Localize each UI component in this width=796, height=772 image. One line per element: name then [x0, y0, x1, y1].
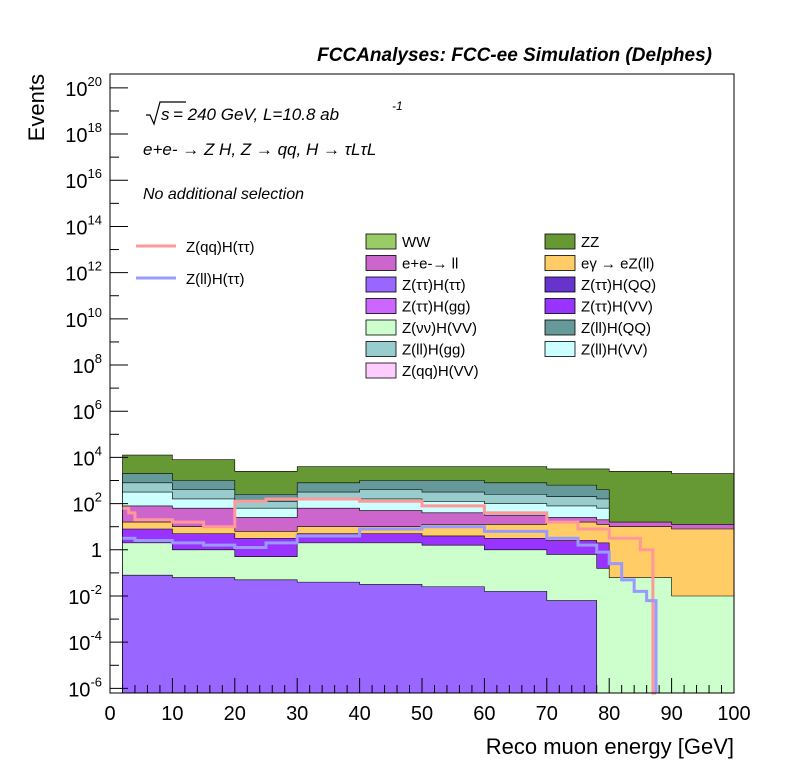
legend-label: Z(ττ)H(ττ): [402, 277, 466, 294]
svg-text:= 240 GeV, L=10.8 ab: = 240 GeV, L=10.8 ab: [173, 105, 339, 124]
y-tick-label: 1020: [65, 74, 102, 101]
energy-annotation: s = 240 GeV, L=10.8 ab -1: [146, 99, 403, 126]
x-tick-label: 60: [473, 703, 495, 725]
process-annotation: e+e- → Z H, Z → qq, H → τLτL: [143, 140, 376, 159]
x-tick-label: 20: [224, 703, 246, 725]
y-tick-label: 1016: [65, 166, 102, 193]
legend-swatch: [544, 233, 576, 250]
series-Z(ll)H(ττ): [122, 525, 658, 693]
legend-label: Z(ττ)H(gg): [402, 299, 471, 316]
legend-label: Z(qq)H(ττ): [186, 239, 255, 256]
y-tick-label: 1012: [65, 259, 102, 286]
legend-label: eγ → eZ(ll): [581, 256, 654, 273]
x-tick-label: 10: [161, 703, 183, 725]
legend-label: Z(νν)H(VV): [402, 320, 477, 337]
selection-annotation: No additional selection: [143, 186, 304, 203]
legend-swatch: [365, 276, 397, 293]
legend-swatch: [544, 319, 576, 336]
y-axis-label: Events: [24, 74, 49, 141]
y-tick-label: 104: [73, 443, 102, 470]
legend-label: Z(ll)H(QQ): [581, 320, 651, 337]
x-tick-label: 40: [348, 703, 370, 725]
legend-label: ZZ: [581, 234, 599, 251]
legend-label: e+e-→ ll: [402, 256, 458, 273]
legend-swatch: [544, 298, 576, 314]
legend-label: WW: [402, 234, 431, 251]
chart-title: FCCAnalyses: FCC-ee Simulation (Delphes): [317, 45, 712, 66]
y-tick-label: 1010: [65, 305, 102, 332]
legend-swatch: [365, 298, 397, 314]
y-axis: 1020 1018 1016 1014 1012 1010 108 106 104 102 1 10-…: [65, 74, 128, 701]
y-tick-label: 102: [73, 490, 102, 517]
x-tick-label: 70: [536, 703, 558, 725]
x-tick-label: 80: [598, 703, 620, 725]
signal-legend: Z(qq)H(ττ) Z(ll)H(ττ): [136, 239, 255, 288]
stacked-histograms: [110, 454, 735, 694]
background-legend: WW ZZ e+e-→ ll eγ → eZ(ll) Z(ττ)H(ττ) Z(ττ)H(…: [365, 233, 656, 380]
y-tick-label: 1014: [65, 212, 102, 239]
legend-label: Z(ττ)H(VV): [581, 299, 653, 316]
legend-swatch: [544, 255, 576, 271]
y-tick-label: 106: [73, 397, 102, 424]
y-tick-label: 10-6: [68, 674, 102, 701]
legend-swatch: [365, 362, 397, 379]
legend-label: Z(qq)H(VV): [402, 363, 479, 380]
legend-label: Z(ττ)H(QQ): [581, 277, 656, 294]
y-tick-label: 10-4: [68, 628, 102, 655]
legend-swatch: [544, 341, 576, 357]
x-tick-label: 90: [660, 703, 682, 725]
y-tick-label: 108: [73, 351, 102, 378]
x-tick-label: 100: [717, 703, 750, 725]
y-tick-label: 10-2: [68, 582, 102, 609]
legend-swatch: [365, 255, 397, 271]
legend-swatch: [544, 276, 576, 293]
legend-swatch: [365, 233, 397, 250]
signal-lines: [122, 497, 658, 695]
x-axis-label: Reco muon energy [GeV]: [486, 734, 734, 759]
x-axis: 0 10 20 30 40 50 60 70 80 90 100: [104, 678, 751, 725]
legend-swatch: [365, 341, 397, 357]
x-tick-label: 30: [286, 703, 308, 725]
svg-text:s: s: [161, 105, 170, 124]
x-tick-label: 0: [104, 703, 115, 725]
legend-label: Z(ll)H(VV): [581, 342, 648, 359]
y-tick-label: 1018: [65, 120, 102, 147]
series-Z(qq)H(ττ): [122, 497, 656, 695]
y-tick-label: 1: [91, 540, 102, 562]
legend-label: Z(ll)H(ττ): [186, 271, 245, 288]
x-tick-label: 50: [411, 703, 433, 725]
svg-text:-1: -1: [392, 99, 403, 113]
legend-swatch: [365, 319, 397, 336]
legend-label: Z(ll)H(gg): [402, 342, 465, 359]
